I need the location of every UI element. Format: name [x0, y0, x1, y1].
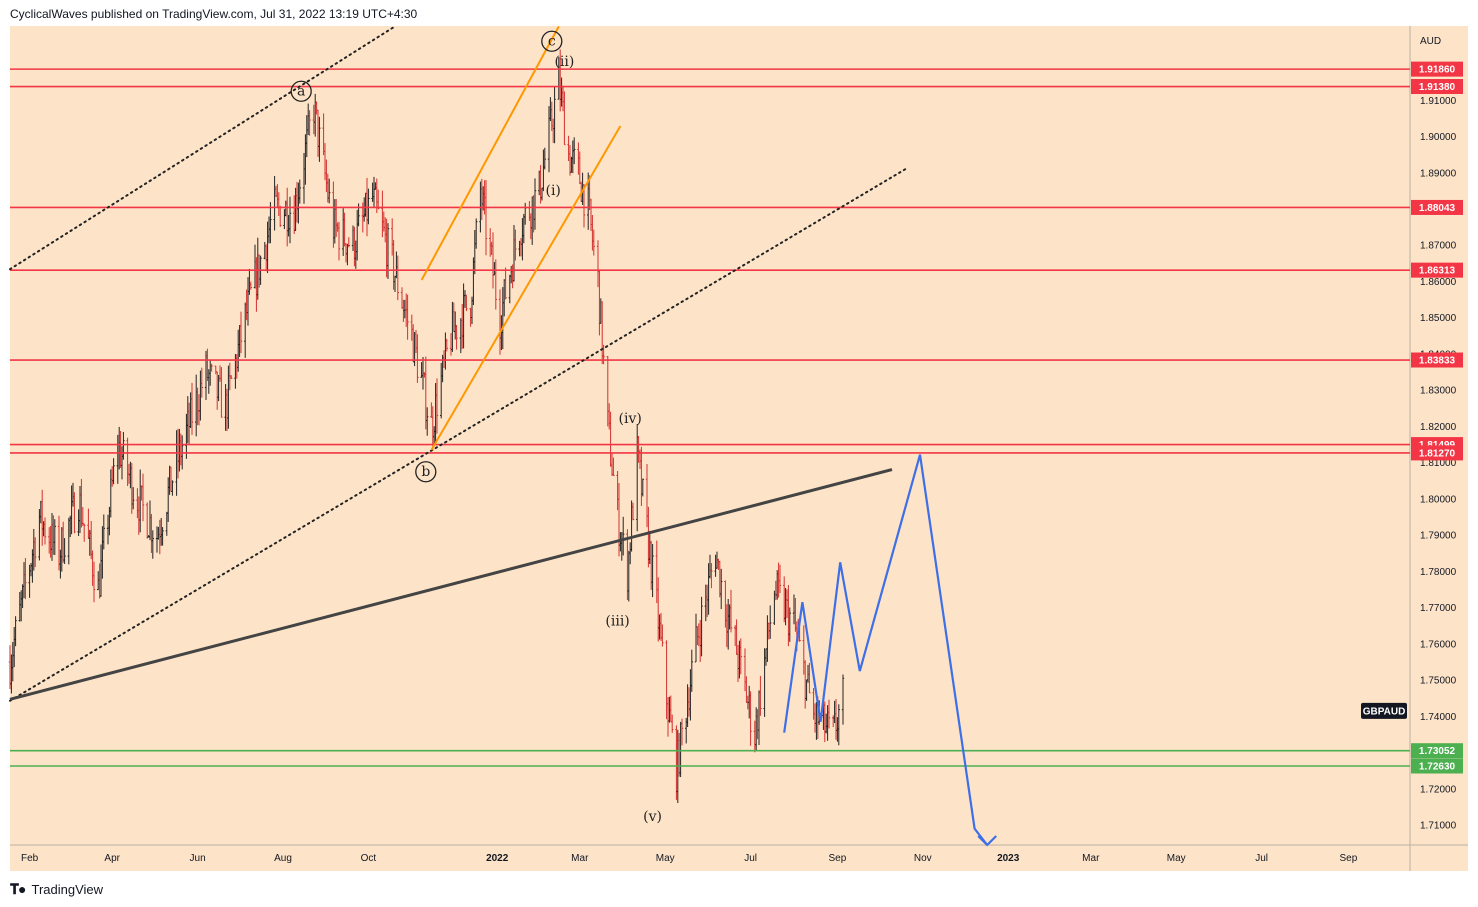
horizontal-levels	[10, 68, 1410, 767]
wave-circle-a	[290, 80, 312, 102]
time-tick-label: Mar	[1082, 853, 1100, 864]
wave-label-c: c	[548, 34, 556, 50]
price-level-badge-label: 1.91860	[1419, 65, 1456, 76]
trendline-lower-dotted	[9, 167, 907, 702]
time-tick-label: Jul	[744, 853, 757, 864]
price-level-badge-label: 1.73052	[1419, 746, 1456, 757]
projection-arrowhead	[977, 835, 997, 847]
price-level-badge	[1411, 199, 1463, 215]
price-tick-label: 1.79000	[1420, 531, 1457, 542]
time-tick-label: Mar	[571, 853, 589, 864]
time-tick-label: Feb	[21, 853, 39, 864]
trendline-black-trendline	[9, 468, 893, 701]
price-level-badge-label: 1.91380	[1419, 82, 1456, 93]
time-tick-label: May	[1167, 853, 1186, 864]
price-tick-label: 1.85000	[1420, 313, 1457, 324]
price-tick-label: 1.89000	[1420, 168, 1457, 179]
time-tick-label: Sep	[1340, 853, 1358, 864]
price-axis-background	[1410, 26, 1468, 845]
currency-label: AUD	[1420, 36, 1441, 47]
price-tick-label: 1.71000	[1420, 821, 1457, 832]
time-tick-label: Jun	[190, 853, 206, 864]
price-tick-label: 1.78000	[1420, 567, 1457, 578]
wave-label: (i)	[545, 183, 560, 199]
price-tick-label: 1.83000	[1420, 386, 1457, 397]
symbol-badge	[1361, 702, 1407, 719]
price-level-badge-label: 1.72630	[1419, 761, 1456, 772]
projection-line	[783, 454, 989, 846]
price-level-badge-label: 1.86313	[1419, 266, 1456, 277]
wave-label: (iv)	[619, 411, 642, 427]
price-level-badge	[1411, 61, 1463, 77]
projection-path	[783, 454, 997, 847]
wave-circle-c	[541, 30, 563, 52]
time-tick-label: Aug	[274, 853, 292, 864]
wave-label: (ii)	[554, 54, 574, 70]
price-level-badge	[1411, 743, 1463, 759]
tradingview-logo-icon: 𝐓●	[10, 881, 27, 897]
trendlines	[9, 25, 907, 702]
price-tick-label: 1.81000	[1420, 458, 1457, 469]
price-tick-label: 1.86000	[1420, 277, 1457, 288]
trendline-upper-dotted	[9, 25, 396, 271]
trendline-orange-upper	[420, 25, 560, 281]
time-tick-label: Oct	[361, 853, 377, 864]
price-tick-label: 1.72000	[1420, 784, 1457, 795]
time-tick-label: 2022	[486, 853, 509, 864]
time-tick-label: May	[656, 853, 675, 864]
candlestick-series	[8, 49, 845, 803]
time-tick-label: 2023	[997, 853, 1020, 864]
price-tick-label: 1.87000	[1420, 241, 1457, 252]
wave-label-b: b	[421, 464, 430, 480]
time-tick-label: Apr	[104, 853, 120, 864]
price-tick-label: 1.82000	[1420, 422, 1457, 433]
price-tick-label: 1.76000	[1420, 639, 1457, 650]
wave-label: (v)	[643, 809, 662, 825]
price-level-badge	[1411, 79, 1463, 95]
wave-circle-b	[415, 461, 437, 483]
time-axis-background	[10, 845, 1468, 871]
price-level-badge	[1411, 445, 1463, 461]
price-tick-label: 1.74000	[1420, 712, 1457, 723]
time-tick-label: Sep	[829, 853, 847, 864]
price-tick-label: 1.77000	[1420, 603, 1457, 614]
time-tick-label: Nov	[914, 853, 932, 864]
time-tick-label: Jul	[1255, 853, 1268, 864]
price-tick-label: 1.75000	[1420, 676, 1457, 687]
price-tick-label: 1.91000	[1420, 96, 1457, 107]
footer-brand: TradingView	[31, 882, 104, 897]
price-level-badge	[1411, 352, 1463, 368]
time-axis-ticks: Feb Apr Jun Aug Oct 2022 Mar May Jul Sep Nov 2023 Ma…	[21, 853, 1358, 864]
price-level-badge-label: 1.81270	[1419, 448, 1456, 459]
plot-background	[10, 26, 1410, 845]
trendline-orange-lower	[430, 125, 622, 451]
wave-label-a: a	[297, 84, 305, 100]
price-level-badge-label: 1.88043	[1419, 203, 1456, 214]
price-level-badge-label: 1.83833	[1419, 356, 1456, 367]
footer: 𝐓● TradingView	[10, 881, 103, 898]
wave-labels: c a b (ii) (i) (iv) (iii) (v)	[290, 30, 662, 825]
price-level-badge	[1411, 262, 1463, 278]
wave-label: (iii)	[605, 613, 629, 629]
price-axis-badges: 1.918601.913801.880431.863131.838331.814…	[1361, 61, 1463, 774]
symbol-badge-label: GBPAUD	[1363, 706, 1406, 717]
price-level-badge	[1411, 758, 1463, 774]
publisher-header: CyclicalWaves published on TradingView.c…	[10, 7, 418, 21]
price-tick-label: 1.90000	[1420, 132, 1457, 143]
price-tick-label: 1.80000	[1420, 494, 1457, 505]
